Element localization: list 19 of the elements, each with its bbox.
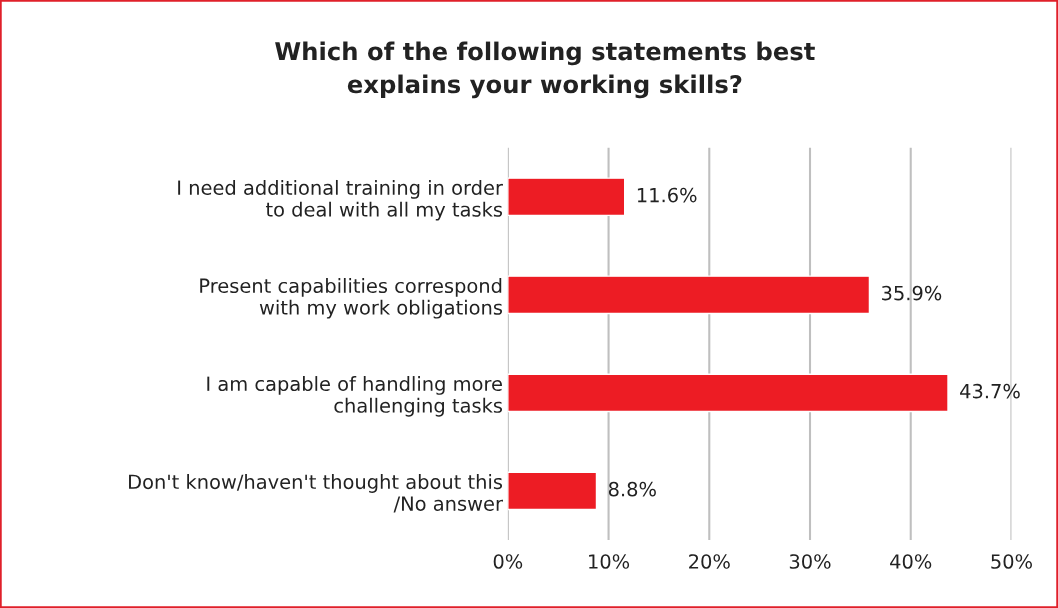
y-tick-label: I am capable of handling more challenging tasks xyxy=(207,376,503,417)
chart-title: Which of the following statements best explains your working skills? xyxy=(275,41,815,99)
data-label: 8.8% xyxy=(608,481,656,497)
x-tick-label: 10% xyxy=(589,554,630,569)
x-tick-label: 50% xyxy=(991,554,1032,569)
bar xyxy=(507,373,949,413)
x-tick-label: 0% xyxy=(493,554,523,569)
y-tick-label: Don't know/haven't thought about this /No answer xyxy=(129,474,503,513)
data-label: 43.7% xyxy=(960,383,1020,399)
x-tick-label: 20% xyxy=(689,554,730,569)
bar xyxy=(507,275,871,315)
bar xyxy=(507,177,626,217)
y-tick-label: I need additional training in order to deal with all my tasks xyxy=(178,179,503,221)
x-tick-label: 40% xyxy=(890,554,932,569)
data-label: 11.6% xyxy=(637,187,697,203)
data-label: 35.9% xyxy=(882,285,942,301)
x-tick-label: 30% xyxy=(789,554,831,569)
y-tick-label: Present capabilities correspond with my work obligations xyxy=(200,278,503,319)
bar xyxy=(507,471,598,511)
